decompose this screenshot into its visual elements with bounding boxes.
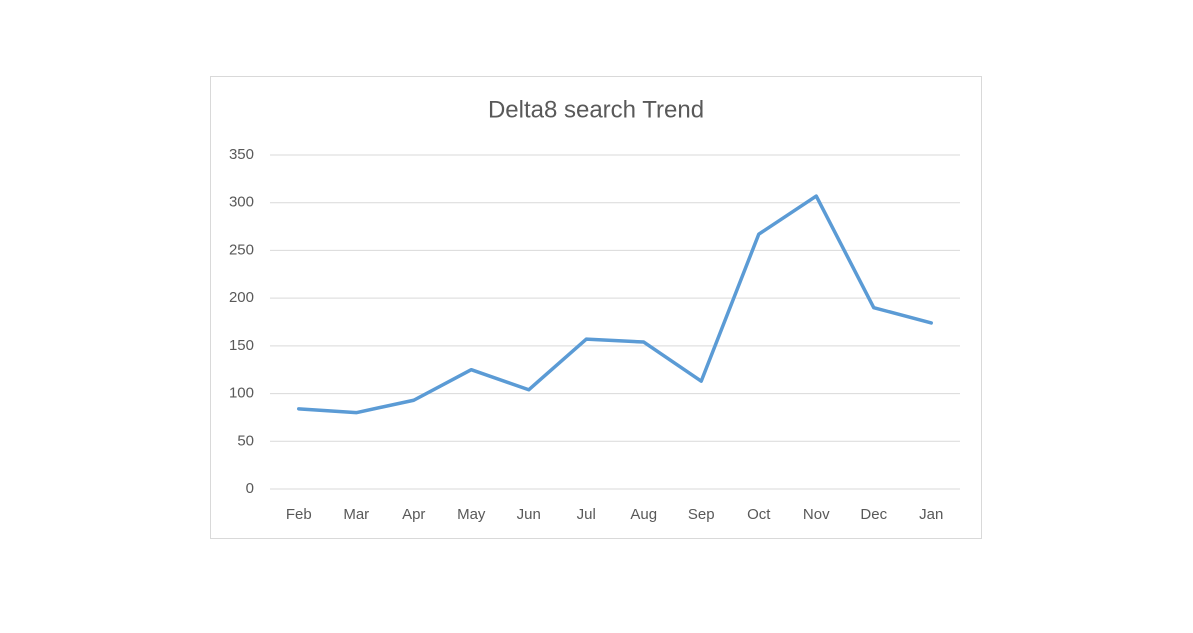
x-tick-label: Apr [402, 506, 425, 523]
y-tick-label: 150 [229, 337, 254, 354]
data-line [297, 194, 933, 415]
x-tick-label: Aug [630, 506, 657, 523]
x-tick-label: May [457, 506, 486, 523]
y-tick-label: 100 [229, 385, 254, 402]
x-tick-label: Jan [919, 506, 943, 523]
y-tick-label: 200 [229, 289, 254, 306]
x-tick-label: Feb [286, 506, 312, 523]
x-tick-label: Sep [688, 506, 715, 523]
chart-title: Delta8 search Trend [488, 96, 704, 123]
y-tick-label: 50 [237, 432, 254, 449]
x-tick-label: Jul [577, 506, 596, 523]
y-tick-label: 300 [229, 194, 254, 211]
x-tick-label: Mar [343, 506, 369, 523]
x-tick-label: Nov [803, 506, 830, 523]
x-tick-label: Oct [747, 506, 771, 523]
y-tick-label: 350 [229, 146, 254, 163]
y-tick-label: 250 [229, 241, 254, 258]
y-tick-label: 0 [246, 480, 254, 497]
x-tick-label: Jun [517, 506, 541, 523]
x-tick-label: Dec [860, 506, 887, 523]
chart-frame [210, 76, 982, 539]
